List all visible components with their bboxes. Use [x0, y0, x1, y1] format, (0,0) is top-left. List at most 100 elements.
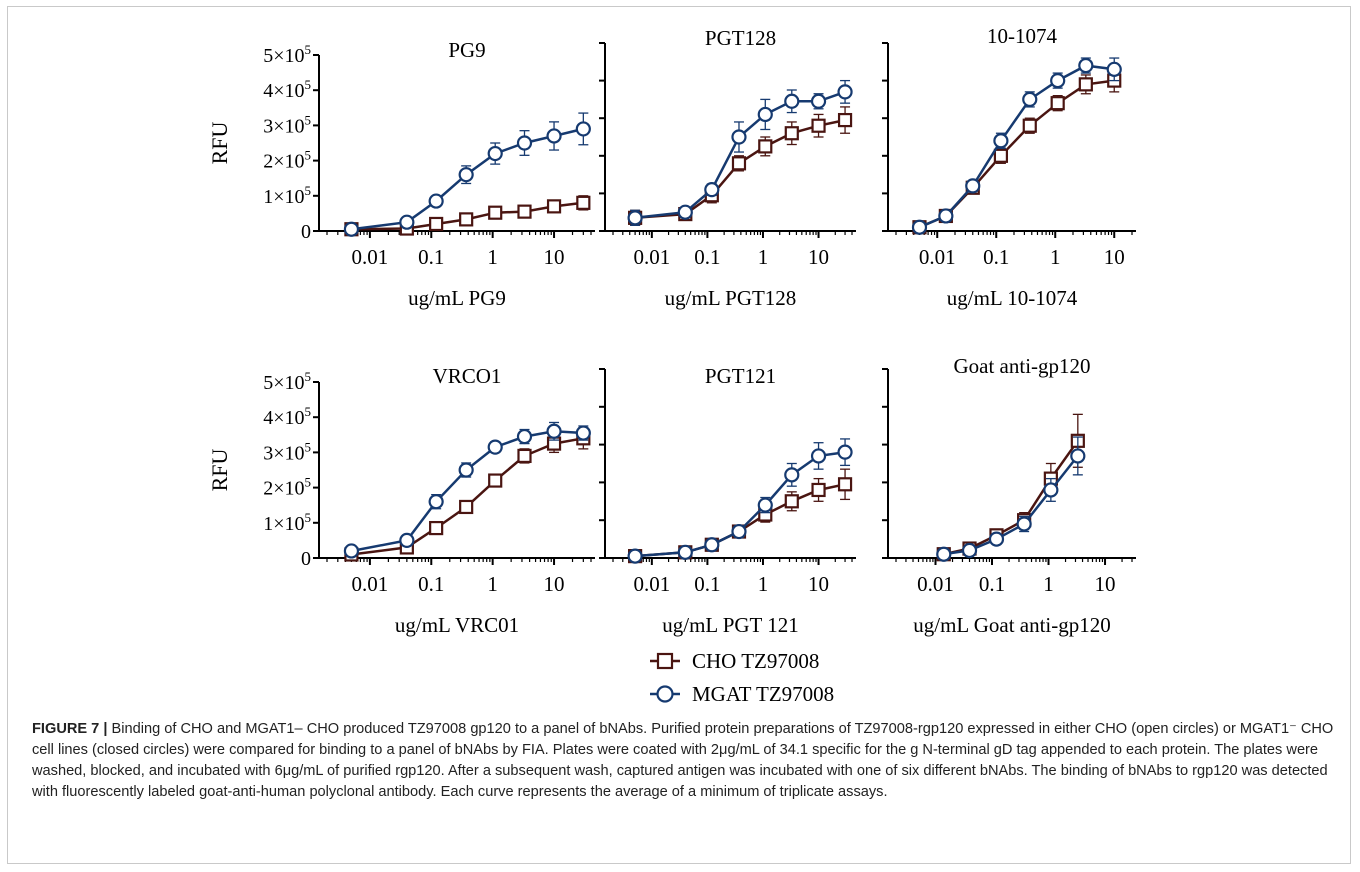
legend-marker-mgat	[656, 685, 674, 703]
y-tick-label: 5×105	[263, 369, 311, 394]
data-point-square	[1022, 118, 1037, 133]
data-point-circle	[784, 93, 800, 109]
data-point-square	[429, 520, 444, 536]
data-point-square	[517, 448, 532, 464]
legend-marker-cho	[656, 652, 674, 670]
series-mgat	[627, 438, 853, 564]
data-point-square	[784, 494, 799, 509]
data-point-circle	[961, 542, 978, 559]
data-point-circle	[677, 544, 693, 560]
x-tick-label: 0.01	[352, 245, 389, 269]
data-point-circle	[837, 84, 853, 100]
series-mgat	[343, 112, 591, 237]
data-point-circle	[1078, 57, 1094, 74]
data-point-circle	[965, 178, 981, 194]
data-point-circle	[1043, 482, 1059, 498]
x-tick-label: 0.1	[983, 245, 1009, 269]
data-point-circle	[343, 221, 360, 237]
x-tick-label: 0.01	[633, 572, 670, 596]
series-cho	[936, 413, 1085, 562]
data-point-square	[576, 195, 591, 210]
series-line	[943, 440, 1079, 556]
data-point-circle	[487, 145, 503, 162]
x-tick-label: 0.1	[694, 245, 720, 269]
data-point-circle	[731, 129, 747, 145]
series-cho	[628, 106, 853, 227]
data-point-circle	[546, 423, 562, 439]
data-point-circle	[487, 439, 503, 455]
data-point-circle	[677, 204, 693, 220]
series-mgat	[911, 57, 1122, 235]
data-point-square	[459, 499, 474, 515]
caption-label: FIGURE 7 |	[32, 721, 108, 737]
data-point-circle	[704, 537, 720, 553]
series-mgat	[936, 436, 1086, 562]
data-point-square	[1078, 77, 1093, 92]
data-point-square	[993, 148, 1009, 163]
data-point-circle	[810, 448, 827, 464]
x-axis-label: ug/mL PG9	[408, 286, 506, 310]
data-point-circle	[546, 128, 562, 144]
chart-panel-4: VRCO1 0 1×105 2×105 3×105 4×105 5×105 RFU 0.01 0.…	[207, 364, 595, 637]
figure: PG9 0 1×105 2×105 3×105 4×105 5×105 RFU 0.01 0.1 1…	[7, 6, 1351, 864]
x-tick-label: 10	[544, 245, 565, 269]
data-point-square	[1050, 96, 1065, 111]
y-tick-label: 2×105	[263, 148, 311, 173]
series-line	[634, 90, 846, 220]
data-point-circle	[428, 494, 444, 510]
series-line	[635, 450, 846, 558]
data-point-circle	[1022, 91, 1038, 108]
data-point-circle	[516, 428, 533, 445]
data-point-circle	[757, 497, 773, 513]
legend: CHO TZ97008 MGAT TZ97008	[650, 649, 834, 706]
chart-title: PG9	[448, 38, 485, 62]
data-point-circle	[757, 106, 773, 123]
chart-panel-2: PGT128 0.01 0.1 1 10 ug/mL PGT128	[599, 26, 856, 310]
series-line	[351, 437, 584, 556]
data-point-circle	[575, 425, 591, 441]
data-point-circle	[810, 93, 827, 109]
x-tick-label: 10	[808, 572, 829, 596]
x-tick-label: 0.01	[352, 572, 389, 596]
data-point-square	[488, 473, 503, 488]
chart-panel-5: PGT121 0.01 0.1 1 10 ug/mL PGT 121	[599, 364, 856, 637]
y-tick-label: 4×105	[263, 404, 311, 429]
y-tick-label: 0	[301, 221, 311, 243]
legend-label-cho: CHO TZ97008	[692, 649, 819, 673]
x-axis-label: ug/mL PGT 121	[662, 613, 799, 637]
x-tick-label: 0.01	[919, 245, 956, 269]
chart-panel-6: Goat anti-gp120 0.01 0.1 1 10 ug/mL Goat anti…	[882, 354, 1136, 637]
data-point-circle	[993, 133, 1009, 149]
x-tick-label: 10	[544, 572, 565, 596]
y-tick-label: 3×105	[263, 439, 311, 464]
x-tick-label: 1	[487, 572, 498, 596]
data-point-square	[784, 126, 799, 141]
legend-label-mgat: MGAT TZ97008	[692, 682, 834, 706]
data-point-circle	[1050, 72, 1066, 89]
x-tick-label: 10	[808, 245, 829, 269]
x-tick-label: 1	[487, 245, 498, 269]
x-axis-label: ug/mL PGT128	[665, 286, 797, 310]
y-tick-label: 2×105	[263, 475, 311, 500]
x-tick-label: 10	[1104, 245, 1125, 269]
x-tick-label: 1	[1050, 245, 1061, 269]
data-point-circle	[428, 193, 444, 209]
y-tick-label: 3×105	[263, 112, 311, 137]
x-tick-label: 0.1	[979, 572, 1005, 596]
x-tick-label: 0.01	[917, 572, 954, 596]
x-tick-label: 10	[1095, 572, 1116, 596]
data-point-circle	[627, 210, 643, 226]
x-tick-label: 1	[1043, 572, 1054, 596]
y-tick-label: 1×105	[263, 183, 311, 208]
series-cho	[344, 427, 591, 562]
data-point-circle	[1016, 516, 1032, 532]
data-point-circle	[837, 444, 853, 460]
x-tick-label: 0.1	[418, 245, 444, 269]
series-cho	[344, 195, 591, 237]
x-tick-label: 1	[758, 245, 769, 269]
data-point-circle	[704, 182, 720, 198]
data-point-circle	[458, 462, 474, 478]
data-point-square	[429, 216, 444, 232]
data-point-circle	[627, 548, 643, 564]
